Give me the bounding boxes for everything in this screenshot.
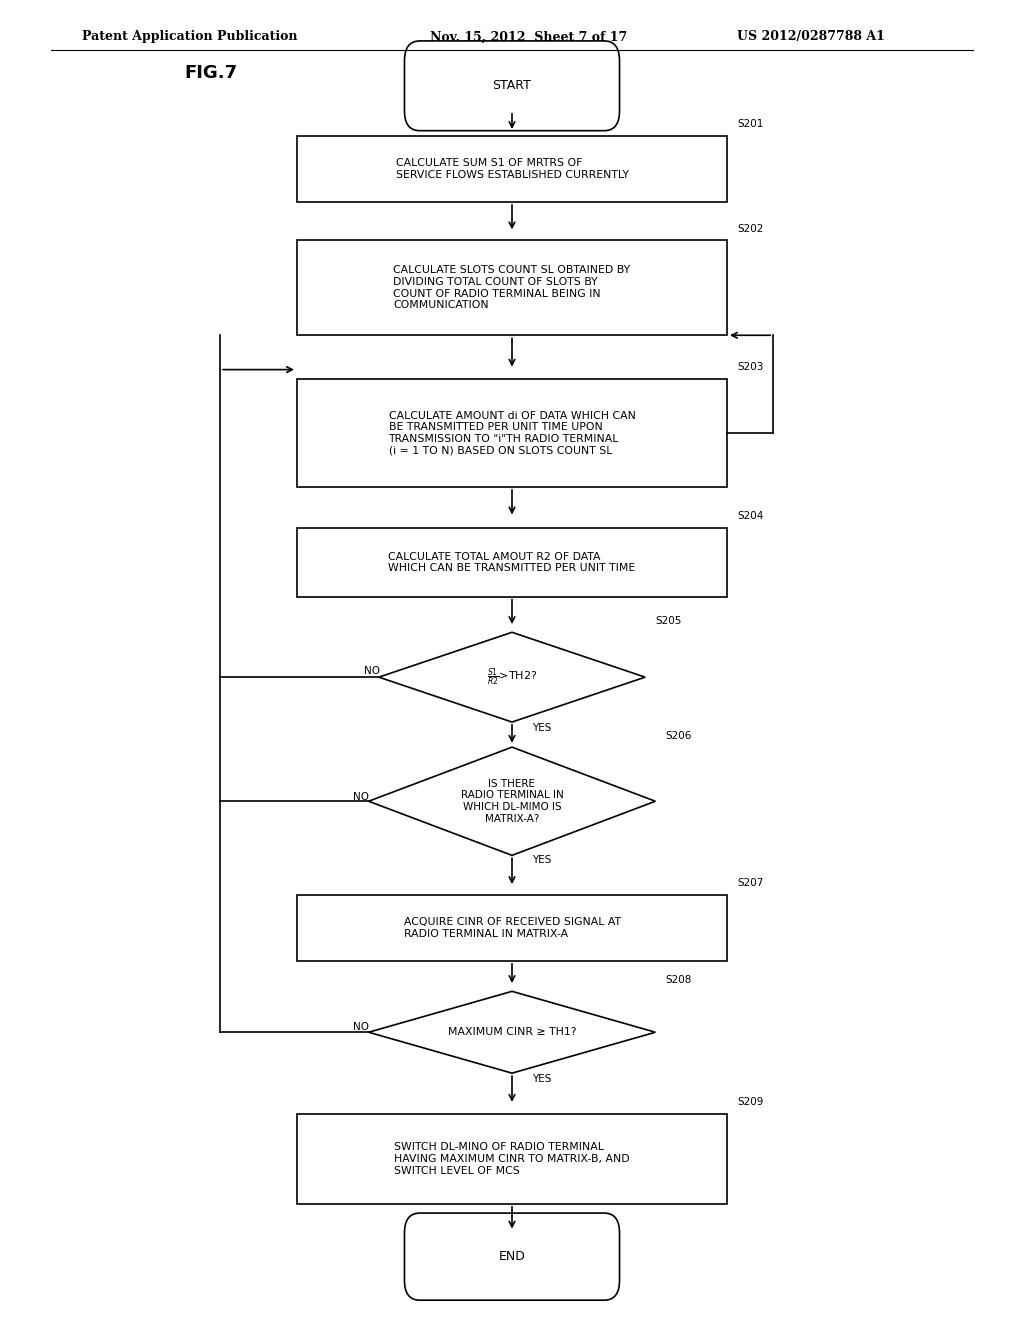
Text: S204: S204	[737, 511, 764, 521]
FancyBboxPatch shape	[297, 136, 727, 202]
Text: S205: S205	[655, 615, 682, 626]
FancyBboxPatch shape	[297, 240, 727, 335]
Text: CALCULATE AMOUNT di OF DATA WHICH CAN
BE TRANSMITTED PER UNIT TIME UPON
TRANSMIS: CALCULATE AMOUNT di OF DATA WHICH CAN BE…	[388, 411, 636, 455]
Text: S208: S208	[666, 974, 692, 985]
Text: CALCULATE TOTAL AMOUT R2 OF DATA
WHICH CAN BE TRANSMITTED PER UNIT TIME: CALCULATE TOTAL AMOUT R2 OF DATA WHICH C…	[388, 552, 636, 573]
Text: NO: NO	[364, 665, 380, 676]
Text: US 2012/0287788 A1: US 2012/0287788 A1	[737, 30, 885, 44]
Text: FIG.7: FIG.7	[184, 63, 238, 82]
Text: START: START	[493, 79, 531, 92]
Text: S201: S201	[737, 119, 764, 129]
FancyBboxPatch shape	[297, 1114, 727, 1204]
Text: S209: S209	[737, 1097, 764, 1107]
Text: S206: S206	[666, 730, 692, 741]
Text: MAXIMUM CINR ≥ TH1?: MAXIMUM CINR ≥ TH1?	[447, 1027, 577, 1038]
Polygon shape	[369, 747, 655, 855]
Text: YES: YES	[532, 855, 552, 866]
Text: S207: S207	[737, 878, 764, 888]
Text: YES: YES	[532, 1074, 552, 1085]
Text: CALCULATE SLOTS COUNT SL OBTAINED BY
DIVIDING TOTAL COUNT OF SLOTS BY
COUNT OF R: CALCULATE SLOTS COUNT SL OBTAINED BY DIV…	[393, 265, 631, 310]
Text: Patent Application Publication: Patent Application Publication	[82, 30, 297, 44]
Text: CALCULATE SUM S1 OF MRTRS OF
SERVICE FLOWS ESTABLISHED CURRENTLY: CALCULATE SUM S1 OF MRTRS OF SERVICE FLO…	[395, 158, 629, 180]
Text: NO: NO	[353, 792, 370, 803]
FancyBboxPatch shape	[404, 41, 620, 131]
FancyBboxPatch shape	[404, 1213, 620, 1300]
FancyBboxPatch shape	[297, 528, 727, 597]
Polygon shape	[379, 632, 645, 722]
Text: $\frac{S1}{R2}$>TH2?: $\frac{S1}{R2}$>TH2?	[486, 667, 538, 688]
Text: SWITCH DL-MINO OF RADIO TERMINAL
HAVING MAXIMUM CINR TO MATRIX-B, AND
SWITCH LEV: SWITCH DL-MINO OF RADIO TERMINAL HAVING …	[394, 1142, 630, 1176]
Text: S203: S203	[737, 362, 764, 372]
Text: IS THERE
RADIO TERMINAL IN
WHICH DL-MIMO IS
MATRIX-A?: IS THERE RADIO TERMINAL IN WHICH DL-MIMO…	[461, 779, 563, 824]
Text: Nov. 15, 2012  Sheet 7 of 17: Nov. 15, 2012 Sheet 7 of 17	[430, 30, 628, 44]
FancyBboxPatch shape	[297, 895, 727, 961]
Text: ACQUIRE CINR OF RECEIVED SIGNAL AT
RADIO TERMINAL IN MATRIX-A: ACQUIRE CINR OF RECEIVED SIGNAL AT RADIO…	[403, 917, 621, 939]
Polygon shape	[369, 991, 655, 1073]
Text: NO: NO	[353, 1022, 370, 1032]
FancyBboxPatch shape	[297, 379, 727, 487]
Text: END: END	[499, 1250, 525, 1263]
Text: S202: S202	[737, 223, 764, 234]
Text: YES: YES	[532, 723, 552, 734]
